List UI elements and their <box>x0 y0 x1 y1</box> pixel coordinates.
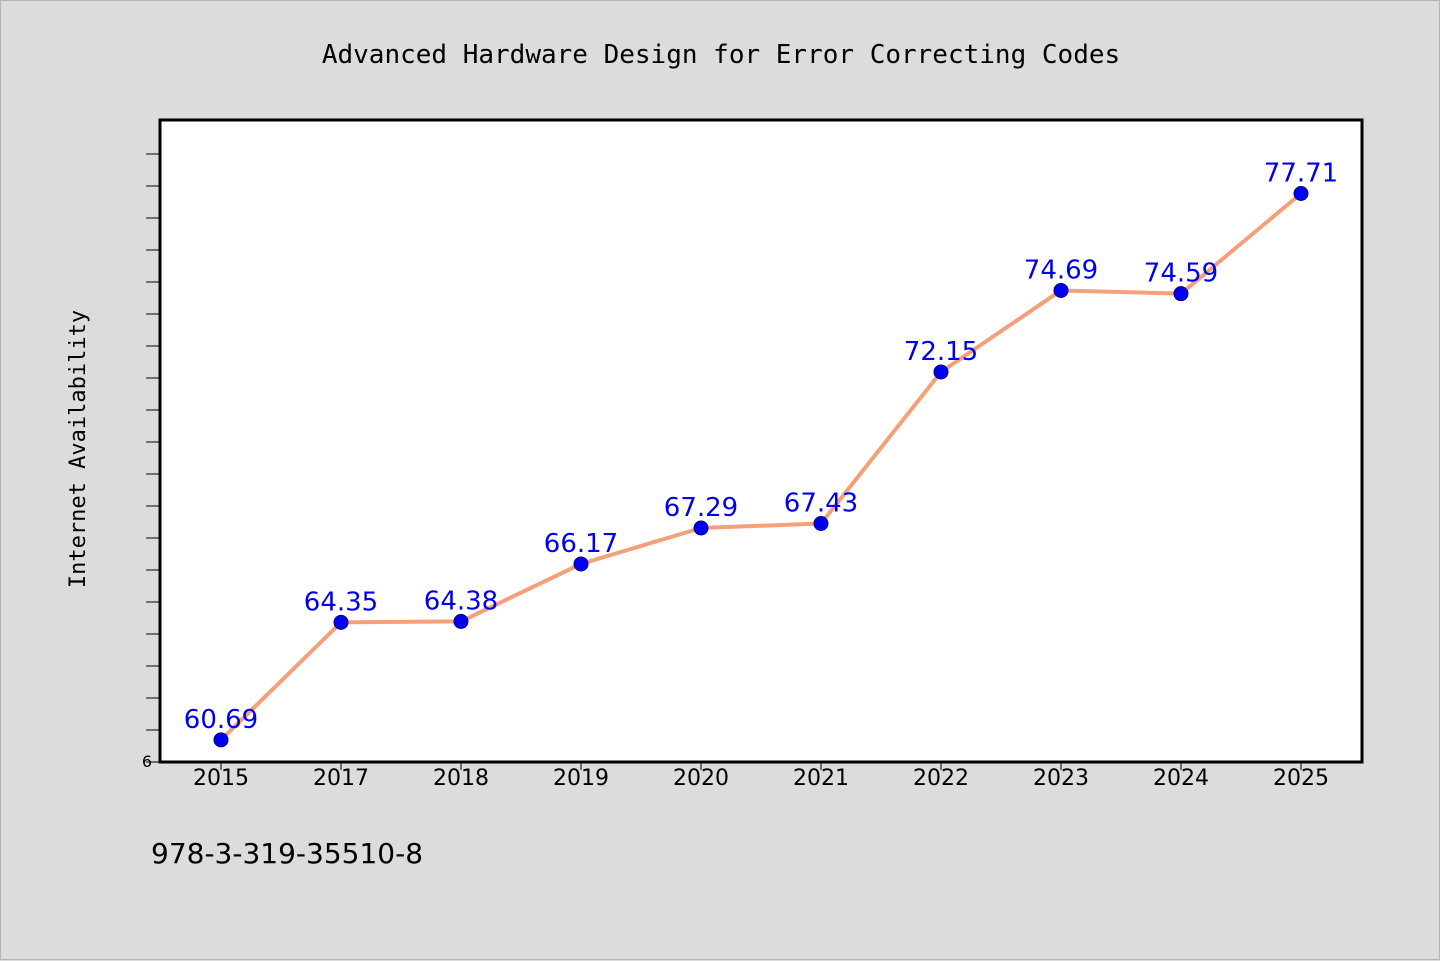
y-axis-label: Internet Availability <box>66 310 91 588</box>
data-point <box>813 515 829 531</box>
data-label: 67.29 <box>664 493 738 523</box>
x-tick-label: 2017 <box>313 766 369 791</box>
data-label: 64.35 <box>304 587 378 617</box>
x-tick-label: 2018 <box>433 766 489 791</box>
data-point <box>453 613 469 629</box>
data-label: 60.69 <box>184 705 258 735</box>
x-axis-ticks: 2015 2017 2018 2019 2020 2021 2022 2023 2024 2025 <box>193 762 1329 791</box>
x-tick-label: 2023 <box>1033 766 1089 791</box>
data-point <box>693 520 709 536</box>
data-label: 74.69 <box>1024 255 1098 285</box>
x-tick-label: 2025 <box>1273 766 1329 791</box>
data-point <box>933 364 949 380</box>
x-tick-label: 2022 <box>913 766 969 791</box>
data-label: 66.17 <box>544 529 618 559</box>
data-point <box>1173 286 1189 302</box>
data-label: 77.71 <box>1264 159 1338 189</box>
plot-area <box>158 118 1364 764</box>
x-tick-label: 2021 <box>793 766 849 791</box>
data-label: 72.15 <box>904 337 978 367</box>
data-label: 74.59 <box>1144 259 1218 289</box>
data-point <box>573 556 589 572</box>
data-point <box>213 732 229 748</box>
data-label: 64.38 <box>424 586 498 616</box>
data-point <box>1053 282 1069 298</box>
y-tick-label: 6 <box>142 752 152 771</box>
series-layer: 60.69 64.35 64.38 66.17 67.29 67.43 72.15 74.69… <box>184 159 1338 748</box>
chart-title: Advanced Hardware Design for Error Corre… <box>322 40 1120 70</box>
x-tick-label: 2019 <box>553 766 609 791</box>
x-tick-label: 2015 <box>193 766 249 791</box>
data-point <box>333 614 349 630</box>
y-axis-ticks: 6 <box>142 153 160 771</box>
x-tick-label: 2024 <box>1153 766 1209 791</box>
data-label: 67.43 <box>784 488 858 518</box>
x-tick-label: 2020 <box>673 766 729 791</box>
series-line <box>219 191 1303 742</box>
data-point <box>1293 186 1309 202</box>
isbn-footer: 978-3-319-35510-8 <box>151 837 424 870</box>
